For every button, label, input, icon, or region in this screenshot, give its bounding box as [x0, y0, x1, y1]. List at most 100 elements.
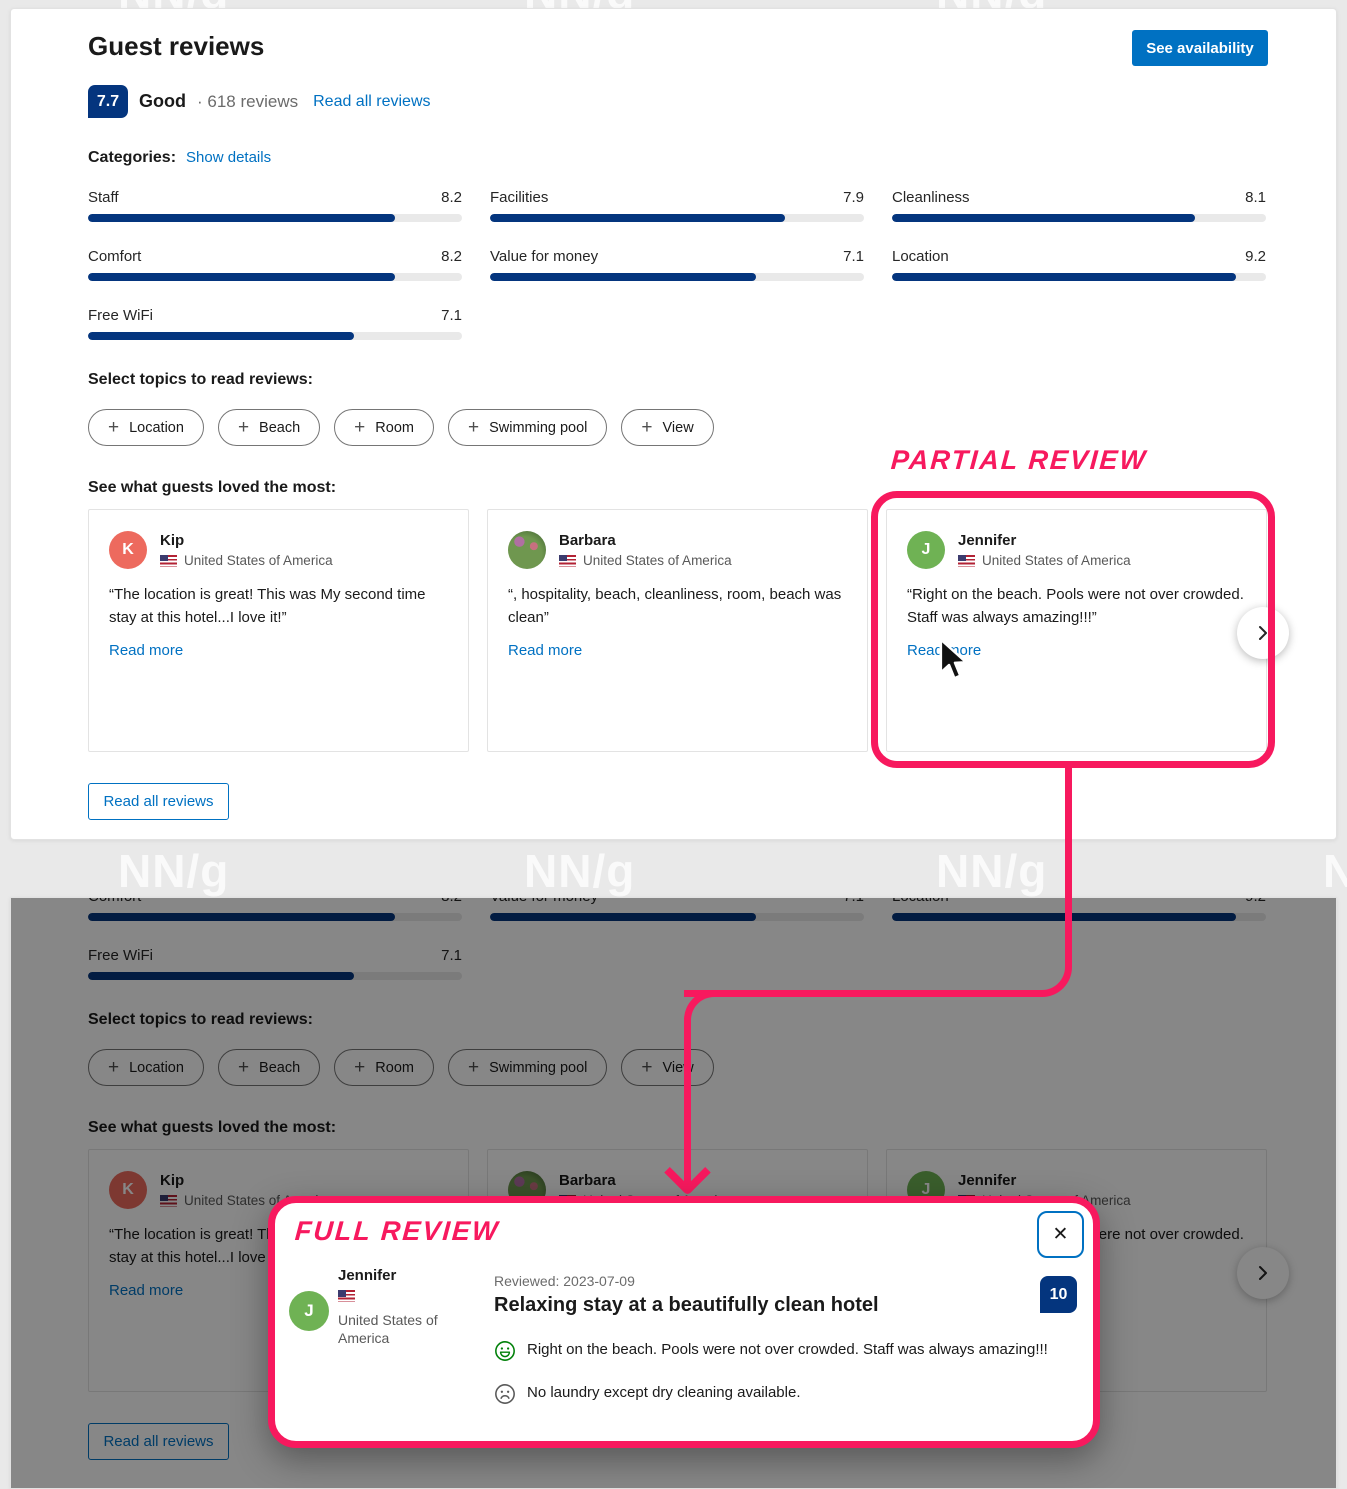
chip-label: Location [129, 419, 184, 436]
category-comfort: Comfort 8.2 [88, 898, 462, 921]
chip-label: View [662, 419, 694, 436]
category-score: 7.9 [843, 189, 864, 206]
avatar: J [907, 531, 945, 569]
close-icon: ✕ [1052, 1224, 1069, 1245]
topic-chip-location[interactable]: + Location [88, 409, 204, 446]
category-label: Comfort [88, 248, 142, 265]
chevron-right-icon [1259, 1266, 1267, 1280]
chevron-right-icon [1259, 626, 1267, 640]
score-bar-fill [490, 273, 756, 281]
category-score: 7.1 [441, 307, 462, 324]
category-wifi: Free WiFi 7.1 [88, 947, 462, 980]
review-title: Relaxing stay at a beautifully clean hot… [494, 1294, 879, 1316]
categories-line: Categories: Show details [88, 149, 271, 167]
category-label: Free WiFi [88, 947, 153, 964]
read-all-reviews-link[interactable]: Read all reviews [313, 92, 431, 110]
read-all-reviews-button: Read all reviews [88, 1423, 229, 1460]
close-button[interactable]: ✕ [1037, 1211, 1084, 1258]
category-score: 8.1 [1245, 189, 1266, 206]
category-score: 8.2 [441, 189, 462, 206]
read-more-link[interactable]: Read more [508, 642, 583, 659]
plus-icon: + [108, 1057, 120, 1078]
category-label: Value for money [490, 898, 598, 905]
reviewer-name: Jennifer [958, 532, 1017, 549]
category-scores-grid: Staff 8.2 Facilities 7.9 Cleanliness 8.1 Co… [88, 189, 1266, 340]
category-label: Staff [88, 189, 119, 206]
read-more-link[interactable]: Read more [109, 642, 184, 659]
category-label: Location [892, 898, 949, 905]
full-review-annotation: FULL REVIEW [293, 1216, 501, 1246]
read-all-reviews-button[interactable]: Read all reviews [88, 783, 229, 820]
carousel-next-button[interactable] [1237, 607, 1289, 659]
category-facilities: Facilities 7.9 [490, 189, 864, 222]
category-score: 8.2 [441, 248, 462, 265]
chip-label: Room [375, 419, 414, 436]
plus-icon: + [237, 1057, 250, 1078]
plus-icon: + [108, 417, 120, 438]
review-date: Reviewed: 2023-07-09 [494, 1273, 635, 1289]
review-card-barbara: Barbara United States of America “, hosp… [487, 509, 868, 752]
reviewer-name: Barbara [559, 1172, 616, 1189]
reviewer-country: United States of America [184, 553, 333, 568]
category-comfort: Comfort 8.2 [88, 248, 462, 281]
read-more-link[interactable]: Read more [907, 642, 982, 659]
carousel-next-button [1237, 1247, 1289, 1299]
chip-label: Location [129, 1059, 184, 1076]
topic-chip-beach[interactable]: + Beach [217, 409, 321, 446]
categories-label: Categories: [88, 149, 177, 166]
page-title: Guest reviews [88, 31, 265, 61]
plus-icon: + [354, 1057, 366, 1078]
category-score: 7.1 [843, 248, 864, 265]
plus-icon: + [354, 417, 366, 438]
category-label: Free WiFi [88, 307, 153, 324]
us-flag-icon [160, 554, 177, 567]
score-bar-fill [88, 913, 395, 921]
category-staff: Staff 8.2 [88, 189, 462, 222]
topic-chip-view[interactable]: + View [621, 409, 714, 446]
score-bar-track [88, 913, 462, 921]
category-score: 8.2 [441, 898, 462, 905]
modal-reviewer-block: J Jennifer United States of America [289, 1267, 489, 1347]
reviewer-name: Kip [160, 532, 185, 549]
category-label: Comfort [88, 898, 141, 905]
category-cleanliness: Cleanliness 8.1 [892, 189, 1266, 222]
chip-label: Beach [259, 1059, 301, 1076]
score-bar-fill [88, 273, 395, 281]
topic-chip-room[interactable]: + Room [334, 409, 434, 446]
avatar: K [109, 531, 147, 569]
reviewer-name: Jennifer [338, 1267, 397, 1284]
category-value: Value for money 7.1 [490, 248, 864, 281]
loved-heading: See what guests loved the most: [88, 1119, 337, 1136]
score-bar-fill [892, 273, 1237, 281]
score-badge: 7.7 [88, 85, 128, 118]
show-details-link[interactable]: Show details [186, 149, 272, 166]
nng-watermark: NN/g [1323, 845, 1347, 897]
topic-chip-swimming-pool: + Swimming pool [447, 1049, 608, 1086]
category-label: Facilities [490, 189, 549, 206]
overall-score-row: 7.7 Good · 618 reviews Read all reviews [88, 85, 431, 118]
chip-label: Beach [259, 419, 301, 436]
score-bar-fill [88, 332, 354, 340]
score-bar-track [88, 972, 462, 980]
topics-heading: Select topics to read reviews: [88, 1011, 313, 1028]
see-availability-button[interactable]: See availability [1132, 30, 1268, 66]
avatar: J [289, 1291, 329, 1331]
plus-icon: + [237, 417, 250, 438]
category-score: 9.2 [1245, 898, 1266, 905]
score-bar-track [892, 214, 1266, 222]
reviewer-name: Kip [160, 1172, 185, 1189]
reviewer-name: Jennifer [958, 1172, 1017, 1189]
nng-watermark: NN/g [936, 845, 1048, 897]
reviewer-country: United States of America [338, 1312, 438, 1347]
plus-icon: + [467, 417, 480, 438]
topics-heading: Select topics to read reviews: [88, 371, 313, 388]
topic-chip-swimming-pool[interactable]: + Swimming pool [447, 409, 608, 446]
score-bar-track [892, 273, 1266, 281]
chip-label: Room [375, 1059, 414, 1076]
review-card-jennifer: J Jennifer United States of America “Rig… [886, 509, 1267, 752]
score-bar-track [892, 913, 1266, 921]
score-bar-track [88, 273, 462, 281]
score-bar-fill [88, 214, 395, 222]
nng-watermark: NN/g [118, 845, 230, 897]
positive-review-text: Right on the beach. Pools were not over … [527, 1341, 1048, 1358]
